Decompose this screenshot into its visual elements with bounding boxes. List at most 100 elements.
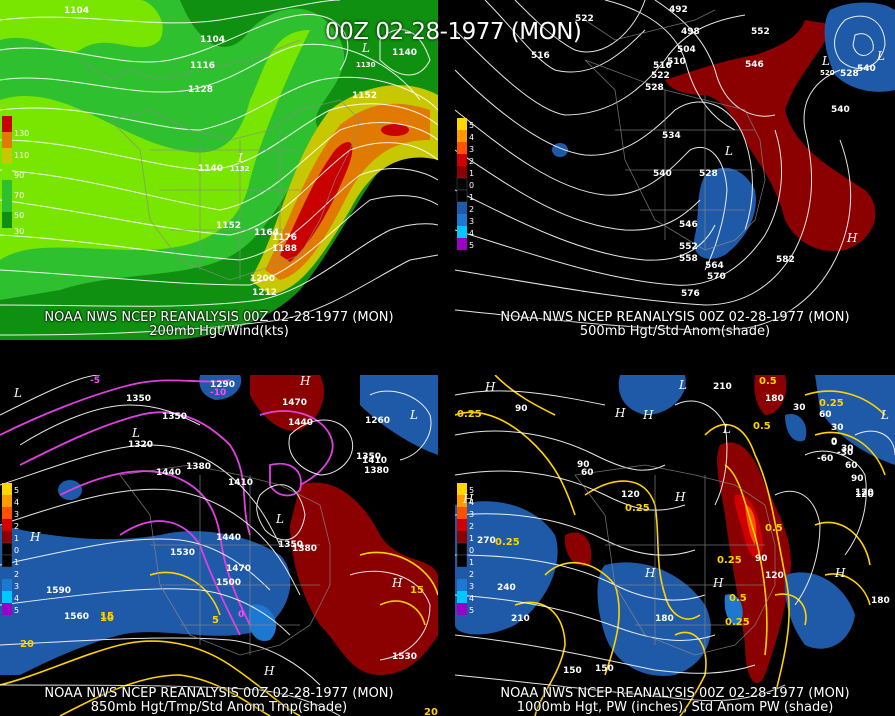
- colorbar-label: 4: [469, 498, 474, 507]
- contour-label: 546: [679, 220, 698, 230]
- colorbar-200mb: 130 110 90 70 50 30: [2, 116, 29, 236]
- contour-label: 1350: [278, 540, 303, 550]
- panel-1000mb-pw: 5 4 3 2 1 0 1 2 3 4 5 210 180 90 60 30 0…: [455, 375, 895, 716]
- colorbar-label: 4: [469, 229, 474, 238]
- contour-label: 150: [595, 664, 614, 674]
- contour-label: 1350: [126, 394, 151, 404]
- temperature-label: 5: [212, 615, 219, 626]
- contour-label: 1260: [365, 416, 390, 426]
- contour-label: 1130: [356, 61, 376, 69]
- pw-label: 0.25: [725, 617, 750, 628]
- main-title: 00Z 02-28-1977 (MON): [325, 19, 582, 45]
- contour-label: 60: [845, 461, 858, 471]
- temperature-label: 20: [20, 639, 34, 650]
- pw-label: 0.25: [717, 555, 742, 566]
- colorbar-label: 130: [14, 129, 29, 138]
- contour-label: 180: [765, 394, 784, 404]
- contour-label: 528: [840, 69, 859, 79]
- colorbar-label: 2: [469, 522, 474, 531]
- contour-label: 60: [581, 468, 594, 478]
- map-200mb: 130 110 90 70 50 30 1104 1104 1116 1128 …: [0, 0, 438, 340]
- contour-label: 528: [645, 83, 664, 93]
- contour-label: 1200: [250, 274, 275, 284]
- contour-label: 1104: [200, 35, 225, 45]
- panel-500mb: 5 4 3 2 1 0 1 2 3 4 5 492 498 504 510 51…: [455, 0, 895, 340]
- contour-label: 1560: [64, 612, 89, 622]
- contour-label: 180: [655, 614, 674, 624]
- contour-label: 516: [653, 61, 672, 71]
- contour-label: 564: [705, 261, 724, 271]
- colorbar-label: 3: [14, 510, 19, 519]
- colorbar-1000mb: 5 4 3 2 1 0 1 2 3 4 5: [456, 483, 474, 615]
- contour-label: 492: [669, 5, 688, 15]
- pw-label: 0.5: [765, 523, 783, 534]
- negative-anomaly-shade: [455, 501, 558, 635]
- contour-label: 1440: [216, 533, 241, 543]
- colorbar-label: 5: [469, 241, 474, 250]
- colorbar-label: 2: [469, 205, 474, 214]
- contour-label: 1500: [216, 578, 241, 588]
- panel-field-caption: 1000mb Hgt, PW (inches), Std Anom PW (sh…: [516, 700, 834, 715]
- panel-field-caption: 850mb Hgt/Tmp/Std Anom Tmp(shade): [90, 700, 348, 715]
- contour-label: 60: [819, 410, 832, 420]
- contour-label: 90: [851, 474, 864, 484]
- high-pressure-mark: H: [642, 408, 654, 422]
- colorbar-label: 4: [469, 594, 474, 603]
- low-pressure-mark: L: [237, 151, 246, 165]
- contour-label: 0: [831, 437, 837, 447]
- contour-label: 1164: [254, 228, 279, 238]
- contour-label: 1410: [362, 456, 387, 466]
- contour-label: 1470: [226, 564, 251, 574]
- contour-label: 498: [681, 27, 700, 37]
- pw-label: 0.25: [625, 503, 650, 514]
- contour-label: 30: [841, 444, 854, 454]
- wind-shade-70: [0, 30, 310, 260]
- contour-label: 540: [857, 64, 876, 74]
- contour-label: 570: [707, 272, 726, 282]
- high-pressure-mark: H: [462, 492, 474, 506]
- high-pressure-mark: H: [391, 576, 403, 590]
- contour-label: 520: [820, 69, 835, 77]
- low-pressure-mark: L: [876, 49, 885, 63]
- colorbar-label: 2: [469, 570, 474, 579]
- contour-label: 1440: [288, 418, 313, 428]
- low-pressure-mark: L: [275, 512, 284, 526]
- colorbar-label: 5: [469, 121, 474, 130]
- contour-label: 1188: [272, 244, 297, 254]
- colorbar-label: 2: [469, 157, 474, 166]
- pw-label: 0.25: [457, 409, 482, 420]
- colorbar-label: 0: [469, 181, 474, 190]
- colorbar-label: 5: [469, 606, 474, 615]
- temperature-label: -10: [210, 388, 226, 398]
- high-pressure-mark: H: [644, 566, 656, 580]
- contour-label: 1116: [190, 61, 215, 71]
- low-pressure-mark: L: [361, 41, 370, 55]
- panel-source-caption: NOAA NWS NCEP REANALYSIS 00Z 02-28-1977 …: [500, 310, 850, 325]
- contour-label: 1132: [230, 165, 250, 173]
- low-pressure-mark: L: [131, 426, 140, 440]
- colorbar-label: 110: [14, 151, 29, 160]
- contour-label: 90: [577, 460, 590, 470]
- contour-label: 1290: [210, 380, 235, 390]
- temperature-label: 10: [100, 613, 114, 624]
- low-pressure-mark: L: [880, 408, 889, 422]
- contour-label: 540: [831, 105, 850, 115]
- contour-label: 558: [679, 254, 698, 264]
- colorbar-label: 4: [469, 133, 474, 142]
- temperature-label: 0: [238, 610, 244, 620]
- contour-label: 1380: [186, 462, 211, 472]
- low-pressure-mark: L: [724, 144, 733, 158]
- temperature-label: 20: [424, 707, 438, 716]
- panel-200mb: 130 110 90 70 50 30 1104 1104 1116 1128 …: [0, 0, 438, 340]
- contour-label: 0: [831, 438, 837, 448]
- contour-label: 1140: [392, 48, 417, 58]
- high-pressure-mark: H: [834, 566, 846, 580]
- contour-label: 1140: [198, 164, 223, 174]
- contour-label: 180: [871, 596, 890, 606]
- contour-label: 90: [755, 554, 768, 564]
- contour-label: 1176: [272, 233, 297, 243]
- contour-label: -60: [817, 454, 833, 464]
- contour-label: 1350: [356, 452, 381, 462]
- high-pressure-mark: H: [29, 530, 41, 544]
- contour-label: 540: [653, 169, 672, 179]
